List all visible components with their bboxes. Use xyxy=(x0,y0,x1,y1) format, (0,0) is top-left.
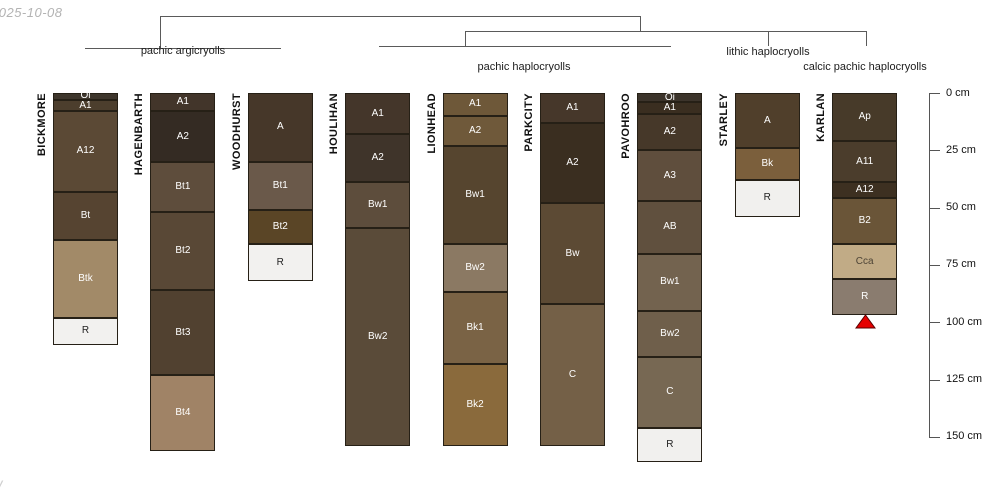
depth-axis-tick xyxy=(929,93,940,94)
lithic-contact-marker xyxy=(855,314,876,329)
horizon-bw2: Bw2 xyxy=(345,228,411,447)
horizon-bk1: Bk1 xyxy=(442,292,508,364)
profile-name-label: KARLAN xyxy=(815,93,828,142)
dendrogram-line xyxy=(768,31,769,46)
horizon-bt3: Bt3 xyxy=(150,290,216,376)
horizon-bt2: Bt2 xyxy=(150,212,216,291)
watermark-fragment: W xyxy=(0,477,2,493)
horizon-a1: A1 xyxy=(442,93,508,116)
depth-axis-tick xyxy=(929,264,940,266)
horizon-a1: A1 xyxy=(637,102,703,114)
horizon-r: R xyxy=(734,180,800,217)
horizon-cca: Cca xyxy=(832,244,898,279)
group-label-lithic-haplocryolls: lithic haplocryolls xyxy=(726,46,810,58)
horizon-a3: A3 xyxy=(637,150,703,201)
depth-axis-tick xyxy=(929,150,940,152)
horizon-a2: A2 xyxy=(345,134,411,183)
depth-axis-tick-label: 125 cm xyxy=(946,373,983,386)
dendrogram-line xyxy=(379,46,671,47)
profile-name-label: HOULIHAN xyxy=(328,93,341,155)
horizon-a11: A11 xyxy=(832,141,898,183)
dendrogram-line xyxy=(866,31,867,46)
group-label-pachic-argicryolls: pachic argicryolls xyxy=(140,45,226,57)
profile-name-label: STARLEY xyxy=(717,93,730,147)
horizon-r: R xyxy=(637,427,703,463)
depth-axis: 0 cm 25 cm 50 cm 75 cm 100 cm 125 cm 150 cm xyxy=(929,87,999,443)
dendrogram-line xyxy=(465,31,867,32)
horizon-bt1: Bt1 xyxy=(247,161,313,210)
depth-axis-tick-label: 150 cm xyxy=(946,430,983,443)
horizon-oi: Oi xyxy=(53,91,118,101)
horizon-bw1: Bw1 xyxy=(345,182,411,229)
horizon-bt4: Bt4 xyxy=(150,375,216,451)
depth-axis-tick xyxy=(929,436,940,438)
depth-axis-tick xyxy=(929,207,940,209)
horizon-a2: A2 xyxy=(442,115,508,146)
depth-axis-tick-label: 50 cm xyxy=(946,201,976,214)
horizon-r: R xyxy=(53,317,118,346)
horizon-bw2: Bw2 xyxy=(637,310,703,357)
horizon-a2: A2 xyxy=(637,113,703,151)
horizon-c: C xyxy=(540,303,605,447)
profile-name-label: WOODHURST xyxy=(230,93,243,170)
horizon-c: C xyxy=(637,356,703,428)
dendrogram-line xyxy=(85,48,281,49)
horizon-r: R xyxy=(832,278,898,316)
dendrogram-line xyxy=(465,31,466,47)
dendrogram-line xyxy=(640,16,641,32)
horizon-a2: A2 xyxy=(150,111,216,162)
horizon-bt1: Bt1 xyxy=(150,161,216,213)
depth-axis-tick xyxy=(929,322,940,324)
horizon-ap: Ap xyxy=(832,93,898,142)
horizon-bk2: Bk2 xyxy=(442,363,508,447)
horizon-btk: Btk xyxy=(53,239,118,318)
horizon-bk: Bk xyxy=(734,148,800,181)
horizon-oi: Oi xyxy=(637,92,703,102)
dendrogram-line xyxy=(160,16,161,49)
dendrogram-line xyxy=(160,16,641,17)
horizon-a1: A1 xyxy=(345,93,411,135)
timestamp: 2025-10-08 xyxy=(0,5,63,20)
horizon-bw1: Bw1 xyxy=(442,145,508,245)
horizon-a1: A1 xyxy=(150,93,216,112)
depth-axis-tick-label: 25 cm xyxy=(946,143,976,156)
horizon-a1: A1 xyxy=(540,93,605,123)
group-label-pachic-haplocryolls: pachic haplocryolls xyxy=(477,61,571,73)
horizon-bt2: Bt2 xyxy=(247,209,313,245)
profile-name-label: PAVOHROO xyxy=(620,93,633,159)
horizon-a: A xyxy=(247,93,313,162)
horizon-bt: Bt xyxy=(53,191,118,240)
depth-axis-tick-label: 100 cm xyxy=(946,315,983,328)
horizon-ab: AB xyxy=(637,200,703,254)
profile-name-label: PARKCITY xyxy=(523,93,535,152)
horizon-a12: A12 xyxy=(53,111,118,192)
horizon-a1: A1 xyxy=(53,99,118,112)
group-label-calcic-pachic-haplocryolls: calcic pachic haplocryolls xyxy=(803,61,927,73)
horizon-bw2: Bw2 xyxy=(442,244,508,293)
horizon-a: A xyxy=(734,93,800,149)
depth-axis-tick-label: 0 cm xyxy=(946,86,970,99)
profile-name-label: BICKMORE xyxy=(36,93,48,157)
horizon-bw: Bw xyxy=(540,203,605,304)
horizon-a12: A12 xyxy=(832,182,898,199)
triangle-up-icon xyxy=(855,314,876,329)
horizon-r: R xyxy=(247,244,313,282)
profile-name-label: LIONHEAD xyxy=(425,93,438,154)
horizon-a2: A2 xyxy=(540,122,605,204)
horizon-b2: B2 xyxy=(832,198,898,245)
depth-axis-tick xyxy=(929,379,940,381)
profile-name-label: HAGENBARTH xyxy=(133,93,146,176)
horizon-bw1: Bw1 xyxy=(637,253,703,311)
depth-axis-tick-label: 75 cm xyxy=(946,258,976,271)
